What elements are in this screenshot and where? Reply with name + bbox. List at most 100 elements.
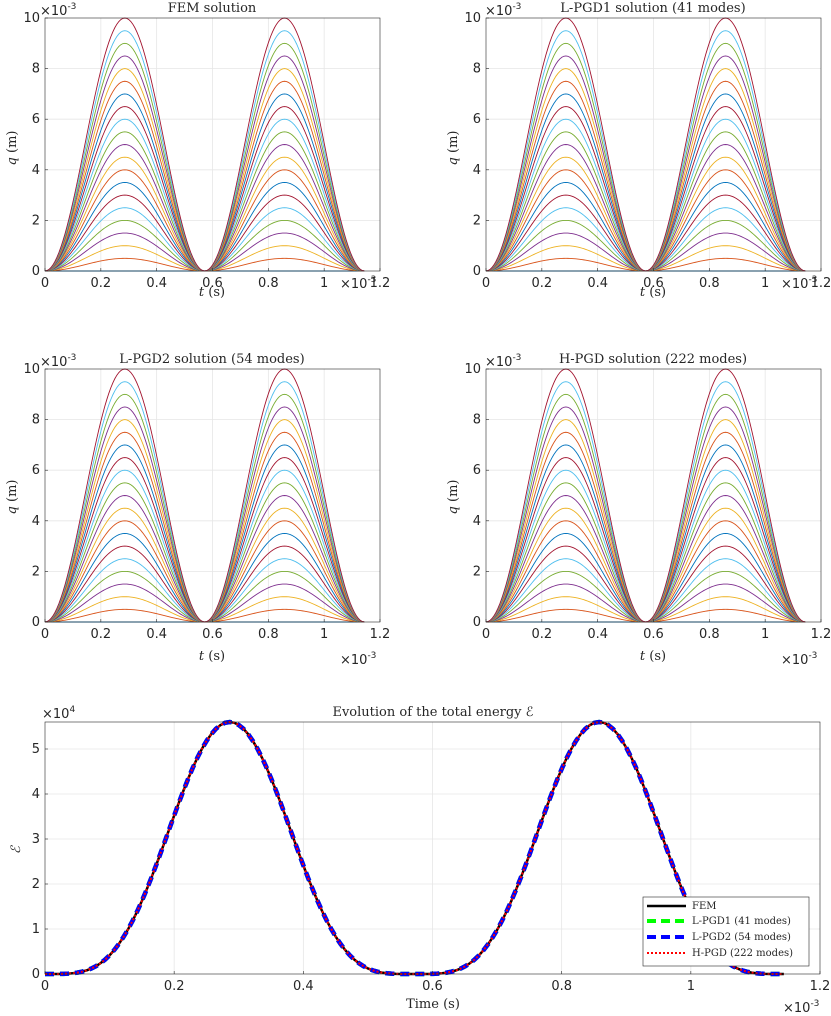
panel-lpgd2-xticks: 0 0.2 0.4 0.6 0.8 1 1.2 xyxy=(41,619,390,642)
panel-lpgd1-grid xyxy=(486,18,821,271)
displacement-curve xyxy=(44,232,365,272)
x-tick-label: 1.2 xyxy=(370,627,391,642)
displacement-curve xyxy=(485,30,806,272)
panel-fem-xticks: 0 0.2 0.4 0.6 0.8 1 1.2 xyxy=(41,268,390,291)
y-tick-label: 8 xyxy=(473,62,481,77)
displacement-curve xyxy=(44,245,365,272)
panel-lpgd2-y-exponent: ×10-3 xyxy=(40,353,76,370)
panel-fem: FEM solution 0 2 4 6 8 10 0 0.2 0.4 0.6 0.8 1 1.2 ×… xyxy=(5,1,390,300)
displacement-curve xyxy=(44,80,365,272)
y-tick-label: 4 xyxy=(32,514,40,529)
x-tick-label: 0 xyxy=(482,276,490,291)
displacement-curve xyxy=(44,118,365,272)
displacement-curve xyxy=(485,207,806,272)
displacement-curve xyxy=(485,482,806,623)
y-tick-label: 0 xyxy=(473,264,481,279)
x-tick-label: 0 xyxy=(41,276,49,291)
y-tick-label: 8 xyxy=(32,413,40,428)
panel-fem-ylabel: q (m) xyxy=(5,131,20,166)
displacement-curve xyxy=(485,80,806,272)
y-tick-label: 6 xyxy=(32,463,40,478)
displacement-curve xyxy=(44,368,365,623)
x-tick-label: 0.2 xyxy=(90,627,111,642)
displacement-curve xyxy=(485,232,806,272)
y-tick-label: 10 xyxy=(23,362,40,377)
y-tick-label: 2 xyxy=(32,564,40,579)
x-tick-label: 0.8 xyxy=(258,627,279,642)
x-tick-label: 1 xyxy=(687,979,695,994)
x-tick-label: 1 xyxy=(320,276,328,291)
panel-fem-xlabel: t (s) xyxy=(199,285,225,300)
y-tick-label: 3 xyxy=(32,832,40,847)
displacement-curve xyxy=(44,583,365,623)
legend-label-fem: FEM xyxy=(692,901,716,912)
panel-lpgd1-title: L-PGD1 solution (41 modes) xyxy=(560,1,745,16)
x-tick-label: 0.2 xyxy=(531,627,552,642)
displacement-curve xyxy=(485,558,806,623)
x-tick-label: 0.2 xyxy=(164,979,185,994)
displacement-curve xyxy=(485,545,806,623)
displacement-curve xyxy=(44,207,365,272)
x-tick-label: 0.4 xyxy=(587,276,608,291)
x-tick-label: 0.6 xyxy=(202,276,223,291)
displacement-curve xyxy=(44,381,365,623)
panel-fem-grid xyxy=(45,18,380,271)
panel-lpgd2-x-exponent: ×10-3 xyxy=(340,651,376,668)
displacement-curve xyxy=(485,431,806,623)
panel-lpgd1-x-exponent: ×10-3 xyxy=(781,275,817,292)
displacement-curve xyxy=(485,393,806,623)
y-tick-label: 0 xyxy=(32,264,40,279)
displacement-curve xyxy=(485,583,806,623)
panel-lpgd1-curves xyxy=(485,17,806,272)
x-tick-label: 1.2 xyxy=(370,276,391,291)
displacement-curve xyxy=(44,507,365,623)
panel-energy-yticks: 0 1 2 3 4 5 xyxy=(32,742,48,982)
panel-energy-xticks: 0 0.2 0.4 0.6 0.8 1 1.2 xyxy=(41,971,830,994)
displacement-curve xyxy=(485,608,806,623)
panel-energy-xlabel: Time (s) xyxy=(406,997,460,1012)
displacement-curve xyxy=(485,596,806,623)
x-tick-label: 0.8 xyxy=(551,979,572,994)
y-tick-label: 0 xyxy=(32,615,40,630)
panel-energy: Evolution of the total energy ℰ 0 1 2 3 4 5 0… xyxy=(9,705,830,1016)
x-tick-label: 0.4 xyxy=(146,627,167,642)
panel-fem-x-exponent: ×10-3 xyxy=(340,275,376,292)
displacement-curve xyxy=(485,469,806,623)
x-tick-label: 0.4 xyxy=(293,979,314,994)
panel-hpgd-curves xyxy=(485,368,806,623)
x-tick-label: 0 xyxy=(41,627,49,642)
x-tick-label: 0.8 xyxy=(258,276,279,291)
displacement-curve xyxy=(44,469,365,623)
panel-lpgd2-yticks: 0 2 4 6 8 10 xyxy=(23,362,48,630)
panel-fem-y-exponent: ×10-3 xyxy=(40,2,76,19)
x-tick-label: 0.4 xyxy=(587,627,608,642)
panel-hpgd-title: H-PGD solution (222 modes) xyxy=(559,352,747,367)
y-tick-label: 4 xyxy=(32,163,40,178)
x-tick-label: 0.4 xyxy=(146,276,167,291)
displacement-curve xyxy=(485,507,806,623)
x-tick-label: 0 xyxy=(482,627,490,642)
y-tick-label: 6 xyxy=(473,112,481,127)
y-tick-label: 8 xyxy=(32,62,40,77)
panel-hpgd-xticks: 0 0.2 0.4 0.6 0.8 1 1.2 xyxy=(482,619,831,642)
x-tick-label: 0.2 xyxy=(531,276,552,291)
energy-curve-h-pgd xyxy=(45,720,784,975)
displacement-curve xyxy=(44,596,365,623)
x-tick-label: 0 xyxy=(41,979,49,994)
panel-hpgd-xlabel: t (s) xyxy=(640,649,666,664)
y-tick-label: 2 xyxy=(473,564,481,579)
y-tick-label: 2 xyxy=(32,877,40,892)
panel-hpgd-ylabel: q (m) xyxy=(446,480,461,515)
panel-energy-y-exponent: ×104 xyxy=(42,705,75,722)
panel-lpgd2: L-PGD2 solution (54 modes) 0 2 4 6 8 10 0 0.2 0… xyxy=(5,352,390,668)
displacement-curve xyxy=(485,194,806,272)
displacement-curve xyxy=(44,131,365,272)
x-tick-label: 0.6 xyxy=(422,979,443,994)
panel-hpgd-yticks: 0 2 4 6 8 10 xyxy=(464,362,489,630)
y-tick-label: 10 xyxy=(464,11,481,26)
panel-hpgd-x-exponent: ×10-3 xyxy=(781,651,817,668)
panel-lpgd2-title: L-PGD2 solution (54 modes) xyxy=(119,352,304,367)
